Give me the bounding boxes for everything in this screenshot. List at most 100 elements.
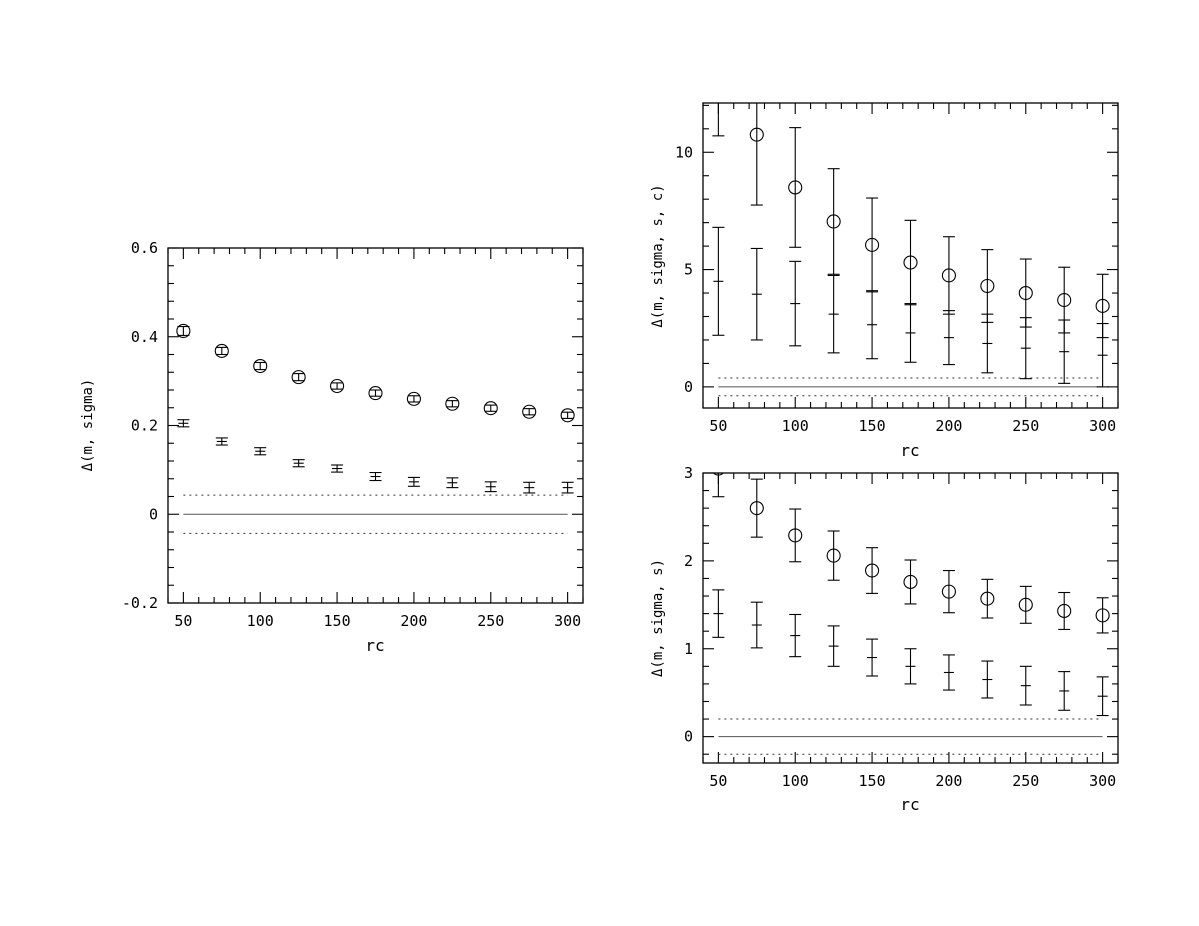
x-tick-label: 150 — [859, 772, 886, 790]
plus-data-point — [1019, 665, 1032, 706]
circle-data-point — [1018, 258, 1033, 328]
tick-labels: 50 100 150 200 250 300 -0.2 0 0.2 0.4 0.6 — [122, 239, 581, 630]
circle-data-point — [406, 391, 421, 406]
axis-ticks — [702, 103, 1119, 408]
circle-data-point — [826, 168, 841, 275]
x-tick-label: 300 — [1089, 417, 1116, 435]
x-tick-label: 50 — [174, 612, 192, 630]
plus-data-point — [292, 459, 305, 468]
plus-data-point — [561, 481, 574, 494]
plus-data-point — [750, 247, 763, 341]
plus-data-point — [446, 477, 459, 489]
circle-data-point — [788, 508, 803, 563]
circle-data-point — [1018, 585, 1033, 624]
plus-data-point — [331, 464, 344, 473]
x-tick-label: 50 — [709, 417, 727, 435]
y-tick-label: 2 — [684, 552, 693, 570]
data-points — [176, 323, 575, 494]
y-tick-label: 0.6 — [131, 239, 158, 257]
circle-data-point — [980, 249, 995, 323]
y-tick-label: 0.2 — [131, 417, 158, 435]
y-tick-label: 0 — [684, 378, 693, 396]
circle-data-point — [483, 401, 498, 416]
plus-data-point — [789, 260, 802, 347]
plus-data-point — [1019, 317, 1032, 380]
x-tick-label: 200 — [935, 417, 962, 435]
tick-labels: 50 100 150 200 250 300 0 1 2 3 — [684, 464, 1116, 790]
panel-bottom-right: 50 100 150 200 250 300 0 1 2 3 rc Δ(m, sigma, s) — [650, 464, 1119, 814]
reference-lines — [718, 377, 1103, 397]
circle-data-point — [903, 219, 918, 306]
plot-frame — [702, 472, 1119, 764]
x-tick-label: 200 — [400, 612, 427, 630]
circle-data-point — [368, 386, 383, 401]
plus-data-point — [407, 476, 420, 487]
axis-ticks — [702, 472, 1119, 763]
y-axis-label: Δ(m, sigma, s) — [650, 559, 666, 677]
plus-data-point — [215, 437, 228, 446]
plus-data-point — [750, 601, 763, 649]
circle-data-point — [788, 127, 803, 248]
circle-data-point — [560, 408, 575, 423]
circle-data-point — [980, 578, 995, 619]
plus-data-point — [369, 471, 382, 482]
plus-data-point — [789, 613, 802, 658]
plot-frame — [702, 102, 1119, 409]
plus-data-point — [177, 419, 190, 428]
y-axis-label: Δ(m, sigma, s, c) — [650, 184, 666, 327]
circle-data-point — [253, 358, 268, 374]
y-tick-label: 0.4 — [131, 328, 158, 346]
plus-data-point — [942, 654, 955, 691]
circle-data-point — [749, 478, 764, 538]
circle-data-point — [1057, 591, 1072, 630]
plus-data-point — [904, 303, 917, 363]
plus-data-point — [1058, 671, 1071, 711]
x-tick-label: 100 — [247, 612, 274, 630]
x-tick-label: 250 — [1012, 417, 1039, 435]
plus-data-point — [1096, 322, 1109, 388]
circle-data-point — [749, 103, 764, 206]
x-axis-label: rc — [900, 441, 919, 460]
plus-data-point — [254, 447, 267, 456]
plus-data-point — [942, 310, 955, 366]
plus-data-point — [827, 625, 840, 667]
y-tick-label: 1 — [684, 640, 693, 658]
x-axis-label: rc — [900, 795, 919, 814]
circle-data-point — [941, 236, 956, 315]
reference-lines — [183, 494, 568, 534]
x-tick-label: 150 — [859, 417, 886, 435]
x-tick-label: 100 — [782, 417, 809, 435]
plus-data-point — [866, 638, 879, 677]
circle-data-point — [712, 473, 725, 498]
circle-data-point — [445, 396, 460, 411]
y-tick-label: -0.2 — [122, 594, 158, 612]
data-points — [712, 103, 1110, 388]
circle-data-point — [522, 404, 537, 419]
circle-data-point — [1095, 597, 1110, 634]
x-tick-label: 200 — [935, 772, 962, 790]
circle-data-point — [941, 569, 956, 614]
reference-lines — [718, 718, 1103, 755]
plus-data-point — [866, 290, 879, 360]
plus-data-point — [827, 274, 840, 354]
y-axis-label: Δ(m, sigma) — [80, 379, 96, 472]
circle-data-point — [712, 103, 725, 137]
y-tick-label: 3 — [684, 464, 693, 482]
plus-data-point — [712, 226, 725, 336]
plus-data-point — [904, 648, 917, 685]
x-axis-label: rc — [365, 636, 384, 655]
x-tick-label: 300 — [554, 612, 581, 630]
circle-data-point — [826, 530, 841, 581]
y-tick-label: 0 — [149, 505, 158, 523]
tick-labels: 50 100 150 200 250 300 0 5 10 — [675, 143, 1116, 435]
plus-data-point — [1058, 319, 1071, 384]
circle-data-point — [291, 370, 306, 385]
circle-data-point — [903, 559, 918, 605]
x-tick-label: 50 — [709, 772, 727, 790]
plus-data-point — [523, 481, 536, 494]
x-tick-label: 250 — [477, 612, 504, 630]
x-tick-label: 150 — [324, 612, 351, 630]
y-tick-label: 10 — [675, 143, 693, 161]
plus-data-point — [981, 313, 994, 374]
